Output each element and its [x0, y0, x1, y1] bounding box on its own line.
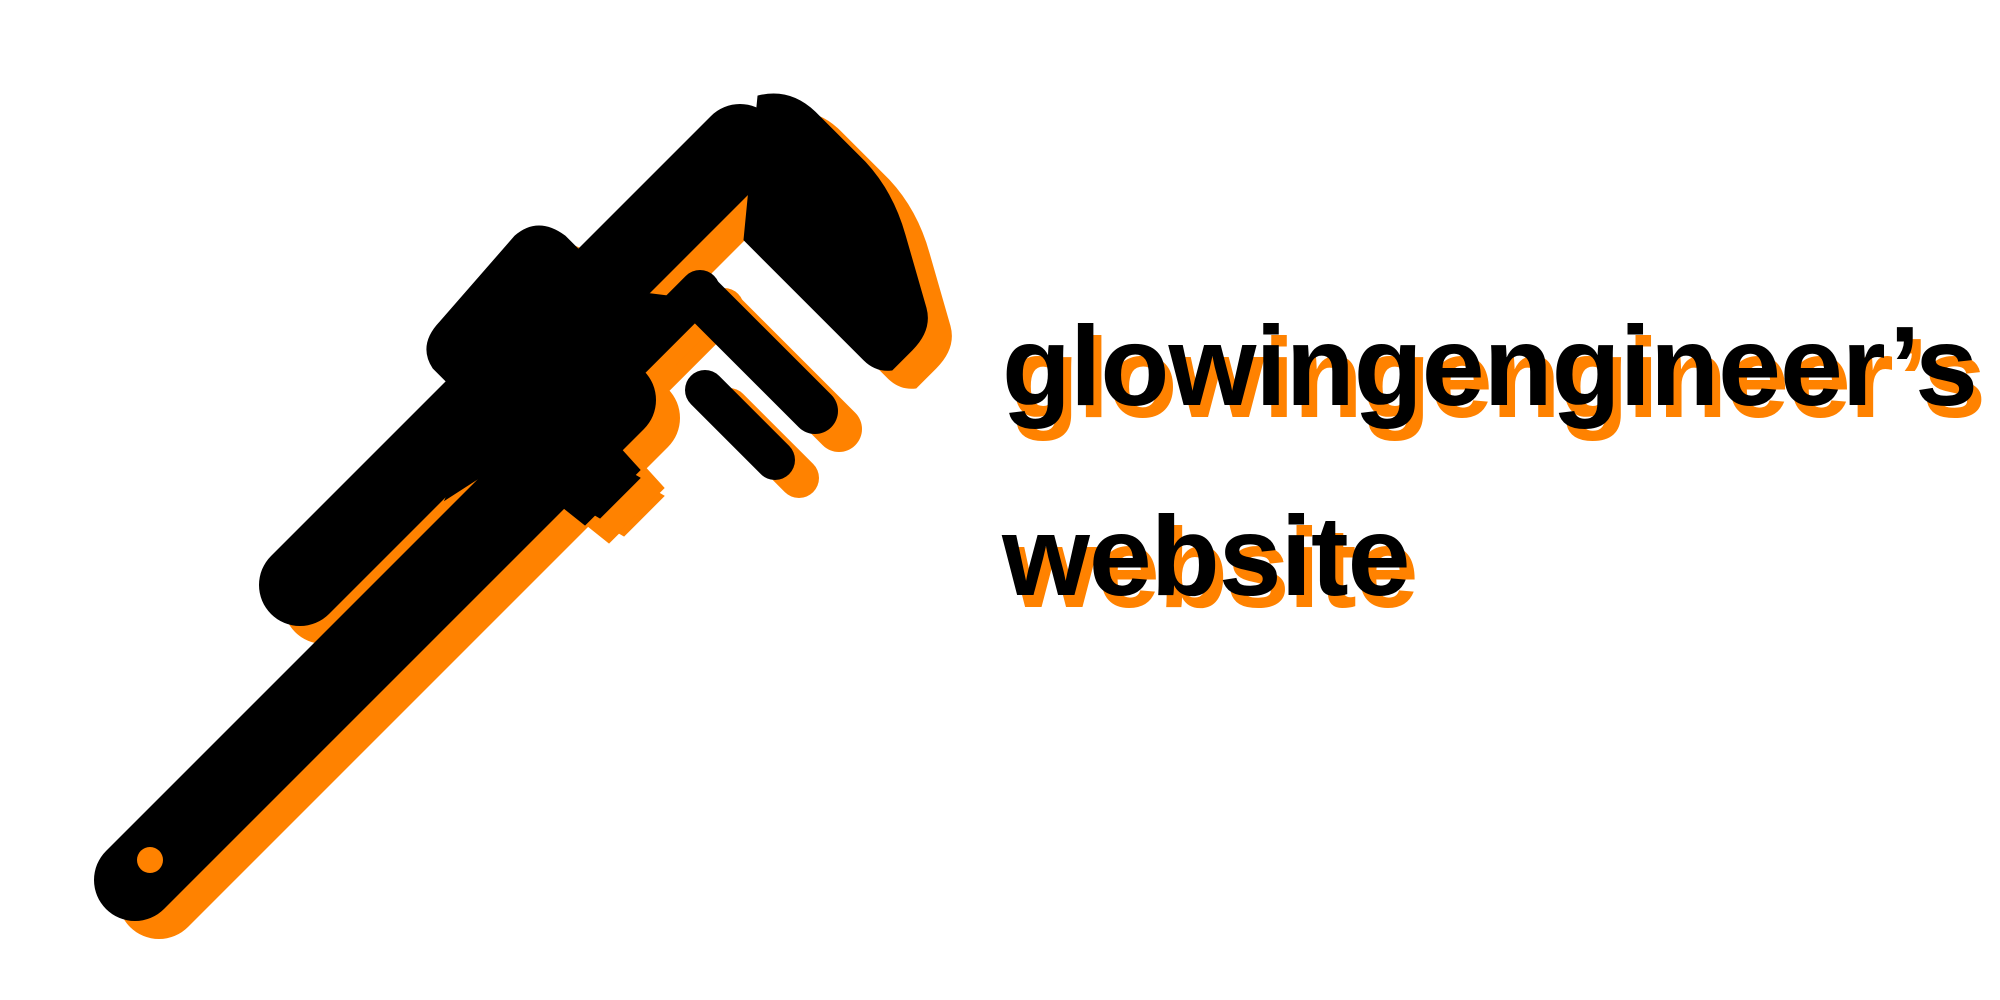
wrench-hang-hole	[137, 847, 163, 873]
site-title-line-1: glowingengineer’s	[1002, 303, 1978, 429]
site-title-line-2: website	[1002, 493, 1410, 619]
pipe-wrench-icon	[0, 0, 1000, 1000]
